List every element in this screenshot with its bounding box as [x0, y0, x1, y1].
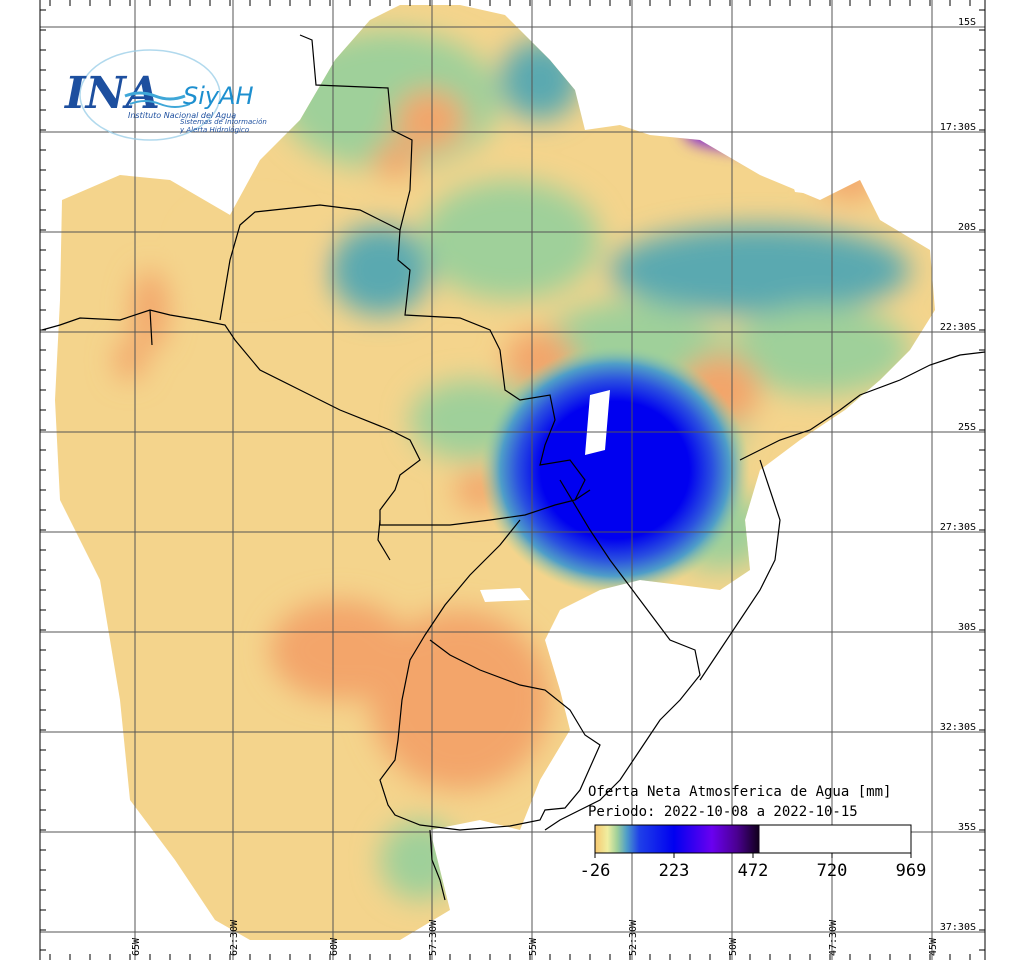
longitude-label: 47:30W — [828, 919, 839, 956]
latitude-label: 35S — [958, 822, 976, 833]
ina-logo: INA SiyAH Instituto Nacional del Agua Si… — [63, 49, 267, 141]
longitude-label: 45W — [928, 937, 939, 956]
longitude-label: 57:30W — [428, 919, 439, 956]
no-data-patch — [480, 588, 530, 602]
longitude-label: 50W — [728, 937, 739, 956]
legend-tick-label: 969 — [896, 861, 927, 881]
legend-colorbar — [594, 824, 912, 854]
longitude-label: 60W — [329, 937, 340, 956]
latitude-label: 27:30S — [940, 522, 976, 533]
legend-tick-label: 472 — [738, 861, 769, 881]
latitude-label: 15S — [958, 17, 976, 28]
latitude-label: 22:30S — [940, 322, 976, 333]
latitude-label: 25S — [958, 422, 976, 433]
no-data-patch — [790, 175, 830, 195]
legend: Oferta Neta Atmosferica de Agua [mm] Per… — [580, 784, 927, 881]
legend-tick-labels: -26 223 472 720 969 — [580, 853, 927, 881]
longitude-labels: 65W 62:30W 60W 57:30W 55W 52:30W 50W 47:30W 45W — [131, 919, 939, 956]
latitude-labels: 15S 17:30S 20S 22:30S 25S 27:30S 30S 32:30S 35S 3… — [940, 17, 976, 933]
legend-tick-label: 720 — [817, 861, 848, 881]
legend-period: Periodo: 2022-10-08 a 2022-10-15 — [588, 804, 858, 820]
latitude-label: 30S — [958, 622, 976, 633]
legend-tick-label: -26 — [580, 861, 611, 881]
political-boundaries — [41, 34, 986, 901]
latitude-label: 20S — [958, 222, 976, 233]
logo-system-line2: y Alerta Hidrológico — [179, 126, 249, 134]
logo-siyah-text: SiyAH — [183, 82, 254, 110]
latitude-label: 17:30S — [940, 122, 976, 133]
longitude-label: 65W — [131, 937, 142, 956]
longitude-label: 62:30W — [229, 919, 240, 956]
latitude-label: 37:30S — [940, 922, 976, 933]
legend-title: Oferta Neta Atmosferica de Agua [mm] — [588, 784, 891, 800]
axis-ticks — [39, 0, 986, 960]
logo-org-text: Instituto Nacional del Agua — [128, 111, 236, 120]
latitude-label: 32:30S — [940, 722, 976, 733]
no-data-patch — [585, 390, 610, 455]
legend-tick-label: 223 — [659, 861, 690, 881]
longitude-label: 55W — [528, 937, 539, 956]
logo-system-line1: Sistemas de Información — [180, 118, 267, 126]
longitude-label: 52:30W — [628, 919, 639, 956]
